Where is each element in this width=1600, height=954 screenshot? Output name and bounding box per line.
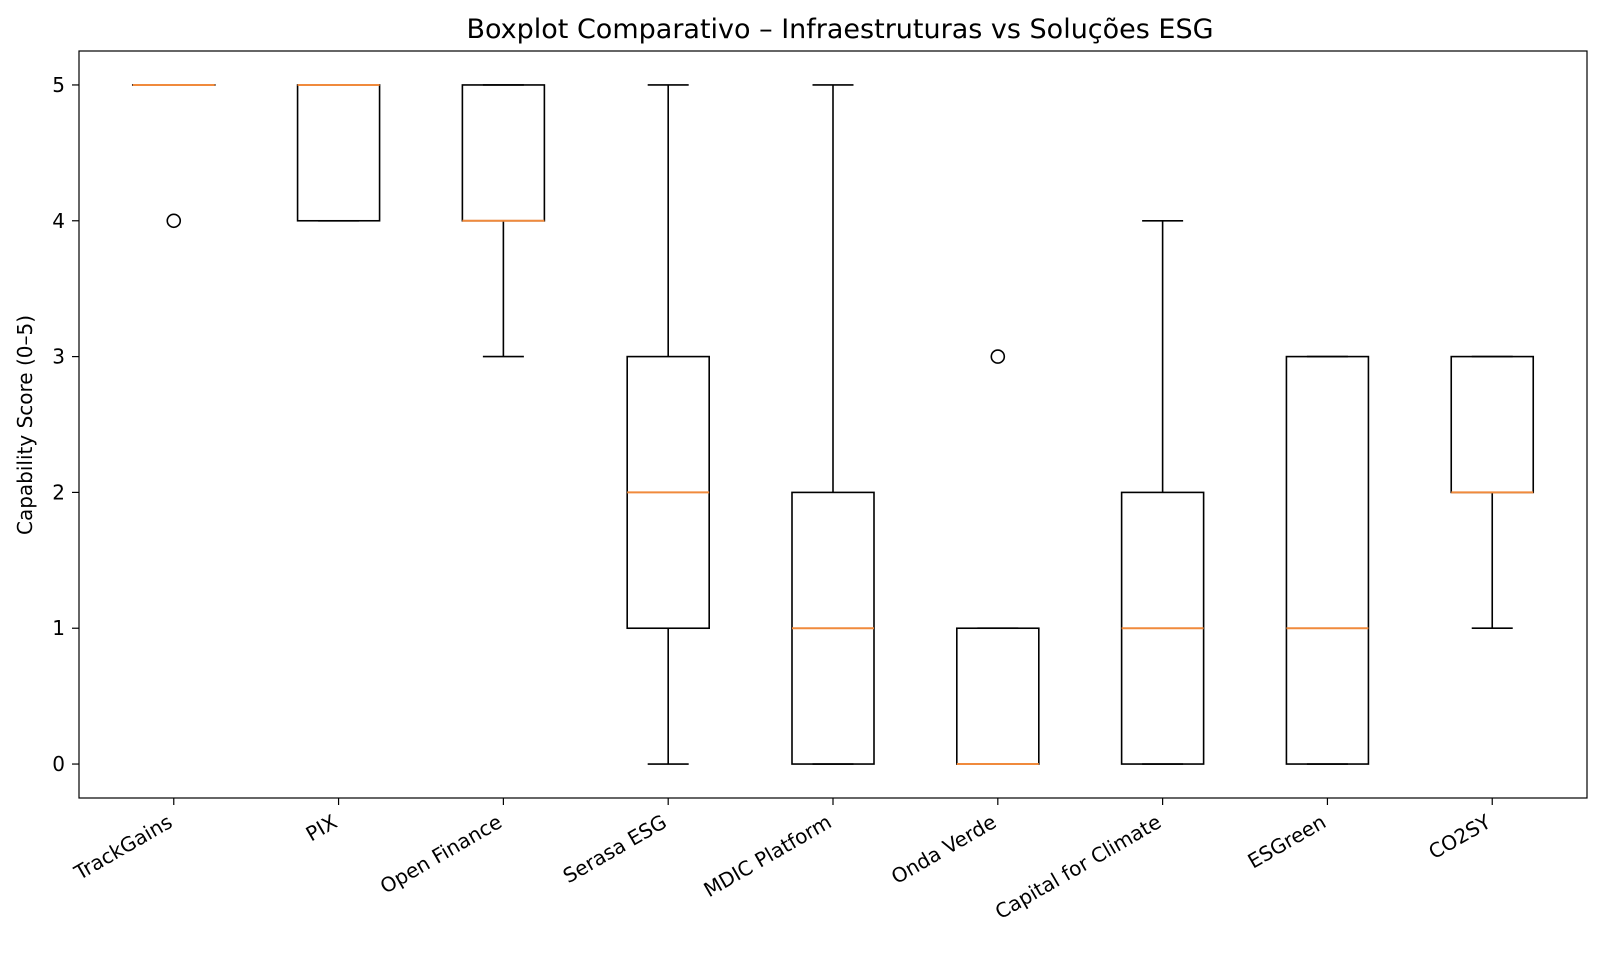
y-axis-label: Capability Score (0–5) xyxy=(13,315,37,535)
box-group xyxy=(626,84,710,765)
box xyxy=(1285,355,1370,765)
chart-title: Boxplot Comparativo – Infraestruturas vs… xyxy=(466,14,1213,45)
x-tick-label: PIX xyxy=(302,809,342,846)
y-tick-label: 2 xyxy=(52,480,65,504)
box-group xyxy=(131,83,216,229)
x-tick-label: CO2SY xyxy=(1424,809,1495,864)
box-series xyxy=(131,83,1535,766)
x-tick-label: ESGreen xyxy=(1244,810,1330,874)
y-axis: 0 1 2 3 4 5 xyxy=(52,73,79,776)
x-tick-label: Serasa ESG xyxy=(559,810,671,888)
box-group xyxy=(1120,219,1205,765)
box-group xyxy=(791,84,875,765)
y-tick-label: 3 xyxy=(52,345,65,369)
x-tick-label: Open Finance xyxy=(376,810,506,899)
x-tick-label: MDIC Platform xyxy=(699,810,835,902)
box-group xyxy=(1450,355,1535,630)
y-tick-label: 1 xyxy=(52,616,65,640)
y-tick-label: 4 xyxy=(52,209,65,233)
box xyxy=(296,84,381,222)
box xyxy=(956,627,1040,765)
y-tick-label: 0 xyxy=(52,752,65,776)
box xyxy=(1450,355,1535,494)
x-tick-label: Onda Verde xyxy=(887,810,1000,889)
x-tick-label: Capital for Climate xyxy=(991,810,1165,924)
box xyxy=(461,84,546,222)
box-group xyxy=(1285,355,1370,765)
box-group xyxy=(956,349,1040,766)
outlier-point xyxy=(990,349,1006,364)
x-axis: TrackGains PIX Open Finance Serasa ESG MDIC … xyxy=(69,798,1495,924)
box-group xyxy=(296,83,381,222)
outlier-point xyxy=(166,213,182,229)
box-group xyxy=(461,84,546,358)
x-tick-label: TrackGains xyxy=(69,810,176,886)
y-tick-label: 5 xyxy=(52,73,65,97)
